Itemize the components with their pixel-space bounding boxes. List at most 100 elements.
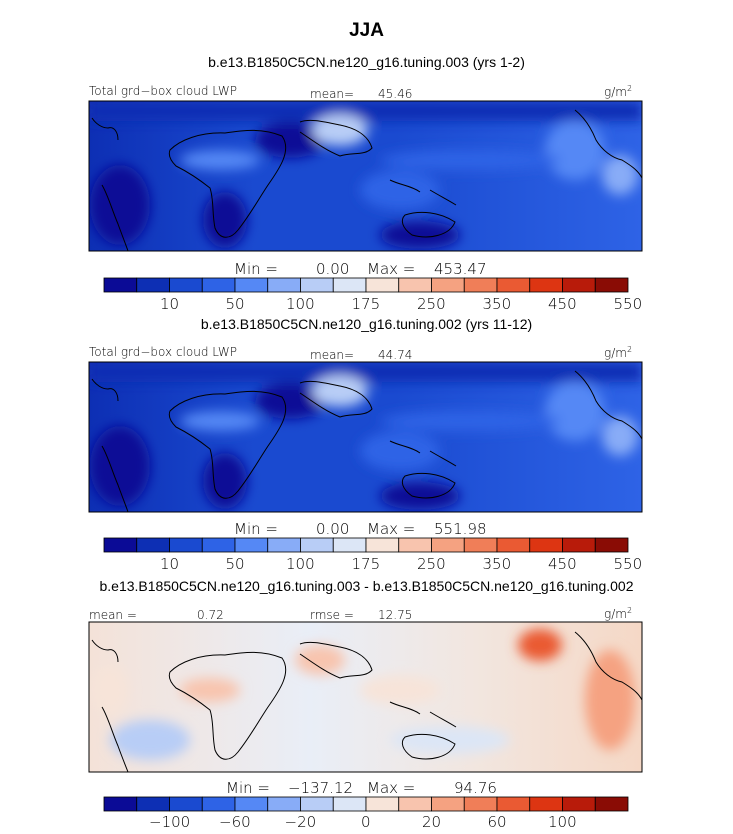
colorbar-segment — [529, 796, 563, 812]
panel-3-cb-tick: −100 — [149, 813, 191, 831]
colorbar-segment — [300, 796, 334, 812]
panel-1-min-value: 0.00 — [316, 260, 350, 278]
panel-3-rmse-value: 12.75 — [378, 608, 413, 622]
colorbar-segment — [103, 796, 138, 812]
panel-3-units: g/m2 — [604, 606, 633, 621]
panel-2-min-value: 0.00 — [316, 520, 350, 538]
colorbar-segment — [201, 277, 236, 293]
panel-2-min-label: Min = — [234, 520, 278, 538]
panel-1-cb-tick: 175 — [351, 295, 381, 313]
panel-1-mean-value: 45.46 — [378, 87, 413, 101]
panel-3-cb-tick: −60 — [219, 813, 251, 831]
panel-3-min-label: Min = — [226, 779, 270, 797]
colorbar-segment — [463, 277, 498, 293]
panel-2-colorbar — [103, 537, 629, 553]
colorbar-segment — [332, 277, 367, 293]
colorbar-segment — [201, 796, 236, 812]
panel-2-cb-tick: 10 — [160, 555, 180, 573]
panel-1-cb-tick: 50 — [225, 295, 245, 313]
panel-1-cb-tick: 10 — [160, 295, 180, 313]
panel-1-max-label: Max = — [367, 260, 416, 278]
colorbar-segment — [365, 277, 400, 293]
panel-1-cb-tick: 550 — [613, 295, 643, 313]
colorbar-segment — [332, 537, 367, 553]
panel-2-cb-tick: 100 — [286, 555, 315, 573]
colorbar-segment — [463, 537, 498, 553]
colorbar-segment — [234, 277, 269, 293]
colorbar-segment — [398, 277, 432, 293]
colorbar-segment — [267, 796, 301, 812]
colorbar-segment — [529, 537, 563, 553]
panel-2-max-label: Max = — [367, 520, 416, 538]
panel-1-cb-tick: 100 — [286, 295, 315, 313]
colorbar-segment — [496, 277, 531, 293]
panel-2-max-value: 551.98 — [434, 520, 487, 538]
panel-2-title: b.e13.B1850C5CN.ne120_g16.tuning.002 (yr… — [200, 316, 533, 332]
panel-2-cb-tick: 550 — [613, 555, 643, 573]
panel-2-units: g/m2 — [604, 345, 633, 360]
panel-1-cb-tick: 250 — [417, 295, 446, 313]
figure-title: JJA — [349, 20, 384, 41]
panel-2-variable: Total grd−box cloud LWP — [89, 345, 237, 359]
panel-3-colorbar — [103, 796, 629, 812]
panel-1-cb-tick: 350 — [482, 295, 512, 313]
panel-2-cb-tick: 250 — [417, 555, 446, 573]
colorbar-segment — [398, 537, 432, 553]
panel-2-map — [89, 362, 642, 512]
panel-3-mean-value: 0.72 — [197, 608, 224, 622]
panel-1-mean-label: mean= — [310, 87, 355, 101]
panel-1-units: g/m2 — [604, 84, 633, 99]
panel-2-cb-tick: 350 — [482, 555, 512, 573]
panel-1-min-label: Min = — [234, 260, 278, 278]
panel-2-cb-tick: 50 — [225, 555, 245, 573]
colorbar-segment — [234, 537, 269, 553]
panel-3-rmse-label: rmse = — [310, 608, 354, 622]
colorbar-segment — [136, 277, 170, 293]
panel-2-mean-value: 44.74 — [378, 348, 413, 362]
colorbar-segment — [234, 796, 269, 812]
colorbar-segment — [201, 537, 236, 553]
colorbar-segment — [562, 796, 596, 812]
colorbar-segment — [562, 537, 596, 553]
panel-1-variable: Total grd−box cloud LWP — [89, 84, 237, 98]
colorbar-segment — [529, 277, 563, 293]
panel-3-max-label: Max = — [367, 779, 416, 797]
panel-1-max-value: 453.47 — [434, 260, 487, 278]
colorbar-segment — [169, 277, 203, 293]
colorbar-segment — [300, 277, 334, 293]
colorbar-segment — [562, 277, 596, 293]
panel-3-max-value: 94.76 — [454, 779, 497, 797]
colorbar-segment — [431, 537, 465, 553]
panel-2-cb-tick: 175 — [351, 555, 381, 573]
panel-1-title: b.e13.B1850C5CN.ne120_g16.tuning.003 (yr… — [208, 54, 525, 70]
panel-3-mean-label: mean = — [89, 608, 137, 622]
colorbar-segment — [103, 277, 138, 293]
colorbar-segment — [463, 796, 498, 812]
panel-2-mean-label: mean= — [310, 348, 355, 362]
colorbar-segment — [300, 537, 334, 553]
colorbar-segment — [267, 537, 301, 553]
colorbar-segment — [496, 537, 531, 553]
colorbar-segment — [169, 796, 203, 812]
colorbar-segment — [169, 537, 203, 553]
panel-2-cb-tick: 450 — [548, 555, 577, 573]
colorbar-segment — [496, 796, 531, 812]
colorbar-segment — [136, 537, 170, 553]
colorbar-segment — [594, 277, 629, 293]
panel-1-map — [89, 101, 642, 251]
colorbar-segment — [365, 537, 400, 553]
panel-3-cb-tick: 20 — [422, 813, 442, 831]
colorbar-segment — [136, 796, 170, 812]
colorbar-segment — [431, 277, 465, 293]
panel-3-cb-tick: 60 — [487, 813, 507, 831]
panel-3-title: b.e13.B1850C5CN.ne120_g16.tuning.003 - b… — [99, 578, 634, 594]
panel-3-map — [89, 622, 642, 772]
colorbar-segment — [365, 796, 400, 812]
panel-3-min-value: −137.12 — [288, 779, 354, 797]
colorbar-segment — [267, 277, 301, 293]
colorbar-segment — [431, 796, 465, 812]
colorbar-segment — [594, 537, 629, 553]
panel-3-cb-tick: 100 — [548, 813, 577, 831]
colorbar-segment — [594, 796, 629, 812]
